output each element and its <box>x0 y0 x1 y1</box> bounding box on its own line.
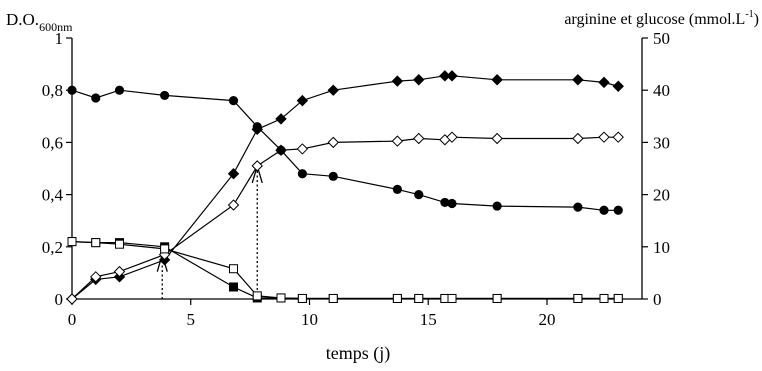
y-tick-label-left: 0 <box>55 290 64 309</box>
data-point-filled-circle <box>276 145 286 155</box>
data-point-filled-diamond <box>612 80 624 92</box>
data-point-filled-circle <box>392 184 402 194</box>
data-point-open-diamond <box>413 132 425 145</box>
data-point-filled-circle <box>613 205 623 215</box>
x-tick-label: 15 <box>420 310 437 329</box>
x-tick-label: 0 <box>68 310 77 329</box>
series-line-filled-square <box>71 241 619 300</box>
data-point-filled-circle <box>447 198 457 209</box>
data-point-open-square <box>91 238 101 248</box>
y-axis-label-left: D.O.600nm <box>6 10 73 34</box>
x-tick-label: 20 <box>539 310 556 329</box>
x-axis-label: temps (j) <box>326 343 391 364</box>
data-point-open-diamond <box>113 265 126 278</box>
y-axis-label-left-main: D.O. <box>6 10 39 29</box>
data-point-filled-diamond <box>327 84 339 96</box>
data-point-filled-square <box>229 282 238 292</box>
series-line-open-diamond <box>71 136 619 300</box>
data-point-open-square <box>229 264 238 274</box>
y-tick-label-right: 50 <box>653 29 670 48</box>
chart-series-markers <box>66 70 624 305</box>
y-axis-label-right-sup: -1 <box>745 9 753 20</box>
y-tick-label-right: 20 <box>653 186 670 205</box>
y-tick-label-left: 1 <box>55 29 64 48</box>
data-point-open-square <box>599 293 609 303</box>
data-point-filled-circle <box>160 90 170 101</box>
y-tick-label-right: 0 <box>653 290 662 309</box>
data-point-open-square <box>613 293 623 303</box>
data-point-filled-diamond <box>413 74 425 86</box>
y-tick-label-right: 40 <box>653 81 670 100</box>
data-point-filled-circle <box>599 205 609 215</box>
data-point-filled-diamond <box>275 113 287 125</box>
y-tick-label-left: 0,6 <box>42 133 63 152</box>
y-axis-label-right-close: ) <box>754 11 759 28</box>
data-point-filled-circle <box>228 96 239 106</box>
data-point-filled-circle <box>440 197 450 208</box>
data-point-open-square <box>414 293 424 303</box>
data-point-open-diamond <box>572 132 584 145</box>
y-tick-label-left: 0,4 <box>42 186 64 205</box>
data-point-open-diamond <box>251 160 263 172</box>
chart-annotations <box>156 163 263 299</box>
data-point-filled-circle <box>297 169 307 179</box>
data-point-filled-circle <box>492 201 502 211</box>
data-point-filled-diamond <box>446 70 458 82</box>
data-point-open-diamond <box>327 136 339 149</box>
data-point-open-diamond <box>598 131 610 143</box>
y-axis-label-left-sub: 600nm <box>39 20 73 34</box>
data-point-filled-diamond <box>491 74 503 86</box>
data-point-filled-circle <box>328 171 338 181</box>
y-tick-label-right: 30 <box>653 133 670 152</box>
data-point-filled-diamond <box>227 168 240 180</box>
y-axis-label-right: arginine et glucose (mmol.L-1) <box>564 9 759 28</box>
data-point-open-diamond <box>296 143 309 155</box>
x-tick-label: 5 <box>187 310 196 329</box>
y-tick-label-left: 0,2 <box>42 238 63 257</box>
y-tick-label-right: 10 <box>653 238 670 257</box>
data-point-filled-circle <box>91 93 101 103</box>
data-point-open-square <box>392 293 402 303</box>
data-point-open-diamond <box>612 131 624 143</box>
data-point-open-square <box>447 293 457 303</box>
data-point-open-diamond <box>391 135 404 147</box>
data-point-filled-circle <box>573 202 583 212</box>
data-point-open-square <box>160 244 170 254</box>
data-point-filled-diamond <box>391 75 404 87</box>
y-tick-label-left: 0,8 <box>42 81 63 100</box>
x-tick-label: 10 <box>301 310 318 329</box>
data-point-open-diamond <box>491 132 503 145</box>
y-axis-label-right-main: arginine et glucose (mmol.L <box>564 11 745 28</box>
data-point-open-square <box>297 293 307 303</box>
data-point-open-square <box>115 239 124 249</box>
data-point-open-diamond <box>90 271 102 283</box>
data-point-open-diamond <box>227 199 240 211</box>
data-point-open-square <box>328 293 338 303</box>
data-point-filled-diamond <box>598 76 610 89</box>
series-line-open-square <box>71 241 619 300</box>
data-point-open-diamond <box>446 131 458 143</box>
data-point-filled-circle <box>414 190 424 200</box>
data-point-open-diamond <box>66 293 78 305</box>
chart-labels: D.O.600nm arginine et glucose (mmol.L-1)… <box>6 9 759 364</box>
data-point-filled-circle <box>252 122 262 132</box>
data-point-filled-diamond <box>572 74 584 86</box>
data-point-open-square <box>492 293 502 303</box>
data-point-filled-circle <box>67 85 77 95</box>
data-point-open-square <box>252 291 262 301</box>
data-point-filled-circle <box>114 85 125 95</box>
data-point-filled-diamond <box>296 94 309 107</box>
data-point-open-square <box>276 293 286 303</box>
series-line-filled-circle <box>71 89 619 211</box>
chart-series-lines <box>71 75 619 300</box>
data-point-open-square <box>67 237 77 247</box>
data-point-open-square <box>573 293 583 303</box>
series-line-filled-diamond <box>71 75 619 300</box>
